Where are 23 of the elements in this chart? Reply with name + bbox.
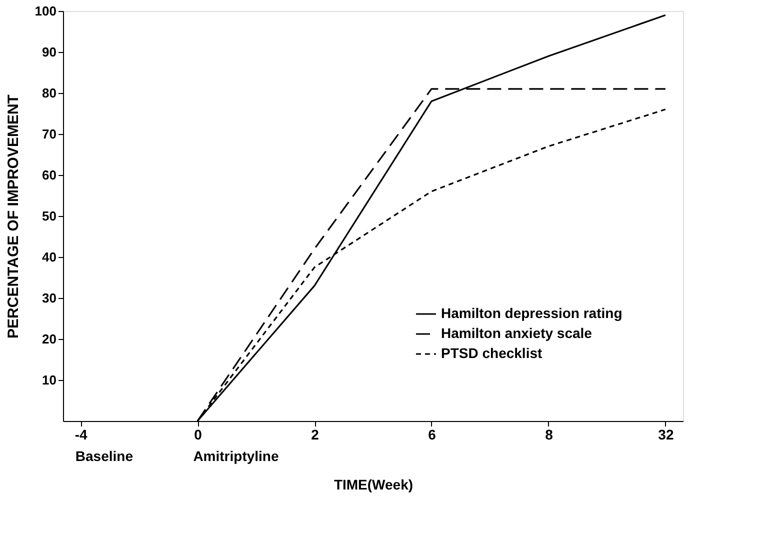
legend-label: PTSD checklist: [441, 345, 542, 361]
text: Amitriptyline: [193, 448, 279, 464]
y-axis-title: PERCENTAGE OF IMPROVEMENT: [4, 94, 22, 338]
x-tick-label: 6: [428, 426, 436, 442]
legend-label: Hamilton depression rating: [441, 305, 622, 321]
x-axis-title: TIME(Week): [334, 476, 414, 492]
legend-label: Hamilton anxiety scale: [441, 325, 592, 341]
y-tick-label: 80: [42, 86, 56, 100]
x-tick-label: -4: [74, 426, 88, 442]
x-tick-label: 8: [545, 426, 554, 442]
y-tick-label: 30: [42, 290, 56, 306]
y-tick-label: 90: [42, 44, 56, 60]
y-tick-label: 10: [42, 372, 56, 388]
x-tick-label: 2: [311, 426, 320, 442]
y-tick-label: 20: [42, 332, 56, 346]
x-tick-label: 32: [658, 426, 674, 442]
y-tick-label: 60: [42, 168, 56, 182]
y-tick-label: 40: [42, 250, 56, 264]
y-tick-label: 100: [34, 4, 56, 18]
y-tick-label: 50: [42, 208, 56, 224]
y-tick-label: 70: [42, 126, 56, 142]
x-tick-label: 0: [194, 426, 202, 442]
text: Baseline: [75, 448, 134, 464]
